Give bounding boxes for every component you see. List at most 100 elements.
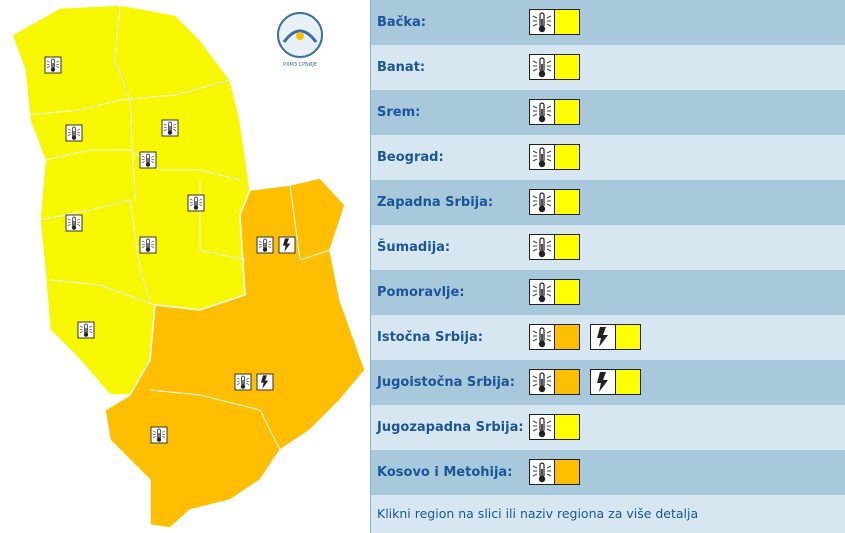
- heat-rays: [79, 325, 93, 333]
- heat-icon: [188, 195, 204, 211]
- region-name[interactable]: Banat:: [377, 60, 426, 75]
- heat-rays: [152, 430, 166, 438]
- region-name[interactable]: Šumadija:: [377, 240, 451, 255]
- heat-icon: [530, 370, 554, 394]
- thermo-bulb: [262, 247, 268, 252]
- map-icon-border: [139, 236, 157, 254]
- region-row[interactable]: Jugoistočna Srbija:: [371, 360, 845, 405]
- thermo-bulb: [156, 437, 162, 442]
- thermo-fill: [541, 379, 543, 388]
- thermo-bulb: [145, 162, 151, 167]
- thermo-fill: [541, 64, 543, 73]
- heat-rays: [532, 465, 552, 477]
- region-row[interactable]: Zapadna Srbija:: [371, 180, 845, 225]
- warning: [529, 144, 580, 170]
- thermo-fill: [73, 221, 75, 227]
- thermo-fill: [85, 328, 87, 334]
- warning: [529, 414, 580, 440]
- warning: [529, 459, 580, 485]
- region-name[interactable]: Jugoistočna Srbija:: [377, 375, 515, 390]
- warning: [529, 189, 580, 215]
- heat-icon: [140, 152, 156, 168]
- map-icon-border: [77, 321, 95, 339]
- warning-icons: [529, 99, 580, 125]
- thermo-fill: [147, 158, 149, 164]
- map-icon-border: [278, 236, 296, 254]
- region-row[interactable]: Beograd:: [371, 135, 845, 180]
- region-name[interactable]: Bačka:: [377, 15, 427, 30]
- warning-icons: [529, 234, 580, 260]
- warning-level: [554, 55, 579, 79]
- warning: [529, 9, 580, 35]
- warning-level: [554, 280, 579, 304]
- region-row[interactable]: Šumadija:: [371, 225, 845, 270]
- region-name[interactable]: Pomoravlje:: [377, 285, 465, 300]
- heat-icon: [257, 237, 273, 253]
- region-name[interactable]: Kosovo i Metohija:: [377, 465, 513, 480]
- warning-level: [554, 460, 579, 484]
- warning-icons: [529, 369, 641, 395]
- thermo-fill: [541, 154, 543, 163]
- heat-rays: [189, 198, 203, 206]
- region-name[interactable]: Zapadna Srbija:: [377, 195, 494, 210]
- region-name[interactable]: Istočna Srbija:: [377, 330, 483, 345]
- thermo-bulb: [538, 205, 546, 213]
- warning: [529, 54, 580, 80]
- region-row[interactable]: Srem:: [371, 90, 845, 135]
- warning-level: [554, 190, 579, 214]
- heat-icon: [151, 427, 167, 443]
- region-row[interactable]: Bačka:: [371, 0, 845, 45]
- region-name[interactable]: Jugozapadna Srbija:: [377, 420, 524, 435]
- region-row[interactable]: Kosovo i Metohija:: [371, 450, 845, 495]
- region-name[interactable]: Beograd:: [377, 150, 444, 165]
- heat-rays: [532, 240, 552, 252]
- bolt: [597, 372, 608, 392]
- map-icon-border: [139, 151, 157, 169]
- map-icon-border: [161, 119, 179, 137]
- thermo-fill: [541, 289, 543, 298]
- heat-icon: [235, 374, 251, 390]
- map-icon-border: [234, 373, 252, 391]
- region-row[interactable]: Pomoravlje:: [371, 270, 845, 315]
- heat-rays: [532, 285, 552, 297]
- thermo-bulb: [538, 430, 546, 438]
- heat-rays: [532, 60, 552, 72]
- thermo-fill: [158, 433, 160, 439]
- thermo-bulb: [538, 385, 546, 393]
- heat-icon: [530, 145, 554, 169]
- logo: РХМЗ СРБИЈЕ: [277, 12, 323, 68]
- heat-rays: [141, 155, 155, 163]
- thermo-bulb: [538, 160, 546, 168]
- heat-icon: [78, 322, 94, 338]
- thermo-fill: [242, 380, 244, 386]
- thermo-bulb: [50, 67, 56, 72]
- thermo-fill: [541, 424, 543, 433]
- region-row[interactable]: Banat:: [371, 45, 845, 90]
- storm-icon: [279, 237, 295, 253]
- region-row[interactable]: Jugozapadna Srbija:: [371, 405, 845, 450]
- heat-icon: [162, 120, 178, 136]
- region-name[interactable]: Srem:: [377, 105, 421, 120]
- thermo-fill: [541, 19, 543, 28]
- thermo-fill: [264, 243, 266, 249]
- warning-level: [615, 370, 640, 394]
- warning-level: [554, 145, 579, 169]
- thermo-fill: [195, 201, 197, 207]
- warning: [529, 99, 580, 125]
- map-icon-border: [65, 214, 83, 232]
- thermo-fill: [541, 244, 543, 253]
- warning: [529, 234, 580, 260]
- thermo-bulb: [193, 205, 199, 210]
- region-row[interactable]: Istočna Srbija:: [371, 315, 845, 360]
- warning-table: Bačka: Banat: Srem: Beograd: Zapadna Srbija:…: [370, 0, 845, 533]
- heat-icon: [530, 325, 554, 349]
- heat-rays: [163, 123, 177, 131]
- warning-level: [554, 100, 579, 124]
- warning: [529, 324, 580, 350]
- bolt: [283, 238, 291, 252]
- thermo-bulb: [71, 135, 77, 140]
- heat-rays: [67, 218, 81, 226]
- thermo-fill: [541, 334, 543, 343]
- map-icons: [44, 56, 296, 444]
- warning-level: [554, 325, 579, 349]
